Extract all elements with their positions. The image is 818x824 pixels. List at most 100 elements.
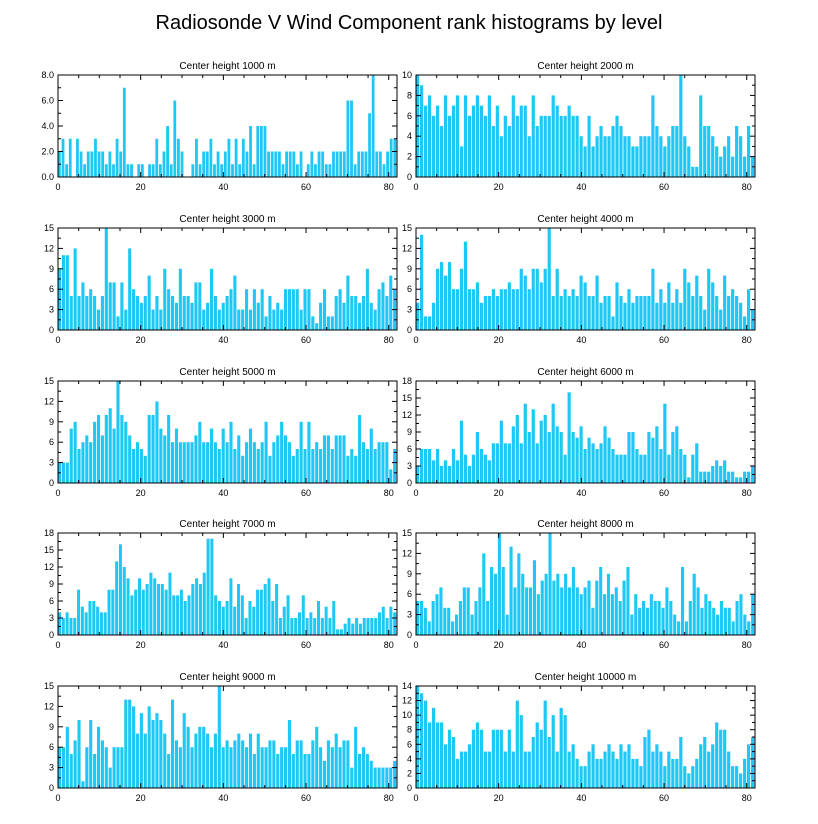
histogram-bar: [416, 601, 420, 635]
histogram-bar: [517, 553, 521, 635]
histogram-bar: [198, 282, 202, 330]
histogram-bar: [233, 740, 237, 788]
histogram-bar: [320, 618, 324, 635]
histogram-bar: [346, 100, 350, 177]
histogram-bar: [354, 726, 358, 788]
histogram-bar: [563, 115, 567, 177]
histogram-bar: [217, 601, 221, 635]
histogram-bar: [216, 151, 220, 177]
histogram-bar: [467, 466, 472, 483]
histogram-bar: [381, 282, 385, 330]
x-tick-label: 40: [576, 793, 586, 803]
histogram-bar: [551, 715, 555, 788]
histogram-bar: [501, 567, 505, 635]
histogram-bar: [683, 766, 687, 788]
histogram-bar: [221, 606, 225, 635]
histogram-bar: [491, 443, 495, 483]
histogram-bar: [252, 442, 256, 483]
x-tick-label: 60: [659, 488, 669, 498]
panel-title: Center height 4000 m: [537, 214, 633, 225]
histogram-bar: [623, 302, 627, 330]
histogram-bar: [499, 420, 503, 483]
histogram-bar: [607, 744, 611, 788]
histogram-bar: [295, 740, 299, 788]
histogram-bar: [431, 707, 436, 788]
histogram-bar: [679, 737, 683, 788]
histogram-bar: [213, 442, 217, 483]
histogram-bar: [638, 607, 642, 635]
histogram-bar: [245, 747, 249, 788]
histogram-bar: [626, 567, 630, 635]
histogram-bar: [535, 443, 539, 483]
histogram-bar: [455, 95, 460, 177]
histogram-bar: [559, 115, 563, 177]
histogram-bar: [583, 146, 587, 177]
histogram-bar: [423, 700, 428, 788]
histogram-bar: [659, 289, 663, 330]
histogram-bar: [479, 729, 483, 788]
histogram-bar: [205, 151, 209, 177]
y-tick-label: 9: [49, 579, 54, 589]
histogram-bar: [559, 707, 563, 788]
y-tick-label: 0: [49, 478, 54, 488]
histogram-bar: [551, 403, 555, 483]
histogram-bar: [299, 309, 303, 330]
histogram-bar: [555, 426, 559, 483]
histogram-bar: [715, 722, 719, 788]
histogram-bar: [475, 95, 480, 177]
histogram-bar: [715, 460, 719, 483]
histogram-bar: [198, 584, 202, 635]
histogram-bar: [739, 136, 743, 177]
histogram-bar: [139, 302, 143, 330]
histogram-bar: [191, 584, 195, 635]
histogram-bar: [171, 442, 175, 483]
histogram-bar: [336, 629, 340, 635]
x-tick-label: 20: [494, 640, 504, 650]
histogram-bar: [493, 573, 498, 635]
histogram-bar: [631, 758, 635, 788]
histogram-bar: [100, 296, 104, 330]
histogram-bar: [723, 460, 727, 483]
histogram-bar: [458, 601, 462, 635]
histogram-bar: [377, 612, 381, 635]
y-tick-label: 6: [407, 739, 412, 749]
histogram-bar: [342, 151, 346, 177]
histogram-bar: [439, 262, 444, 330]
histogram-bar: [393, 612, 397, 635]
histogram-bar: [77, 589, 81, 635]
y-tick-label: 15: [44, 681, 54, 691]
histogram-bar: [431, 460, 436, 483]
histogram-bar: [695, 758, 699, 788]
histogram-bar: [523, 105, 527, 177]
histogram-bar: [287, 442, 291, 483]
histogram-bar: [85, 747, 89, 788]
histogram-bar: [373, 309, 377, 330]
histogram-bar: [248, 309, 253, 330]
histogram-bar: [443, 607, 447, 635]
histogram-bar: [491, 126, 495, 177]
histogram-bar: [495, 443, 499, 483]
histogram-bar: [88, 601, 92, 635]
histogram-bar: [544, 573, 548, 635]
histogram-bar: [338, 289, 342, 330]
histogram-bar: [747, 289, 751, 330]
histogram-bar: [611, 126, 615, 177]
x-tick-label: 40: [576, 640, 586, 650]
histogram-bar: [603, 426, 607, 483]
histogram-bar: [147, 706, 151, 788]
histogram-bar: [567, 587, 572, 635]
histogram-bar: [627, 432, 631, 483]
y-tick-label: 9: [407, 264, 412, 274]
histogram-bar: [324, 164, 328, 177]
histogram-bar: [443, 460, 448, 483]
histogram-bar: [73, 421, 77, 483]
histogram-bar: [297, 612, 301, 635]
histogram-bar: [739, 477, 743, 483]
histogram-bar: [378, 151, 382, 177]
x-tick-label: 0: [413, 182, 418, 192]
histogram-bar: [671, 302, 675, 330]
histogram-bar: [271, 601, 275, 635]
histogram-bar: [687, 773, 691, 788]
histogram-panel: Center height 3000 m 0 20 40 60 80 0 3 6 9 12 15: [44, 214, 398, 345]
histogram-bar: [381, 442, 385, 483]
